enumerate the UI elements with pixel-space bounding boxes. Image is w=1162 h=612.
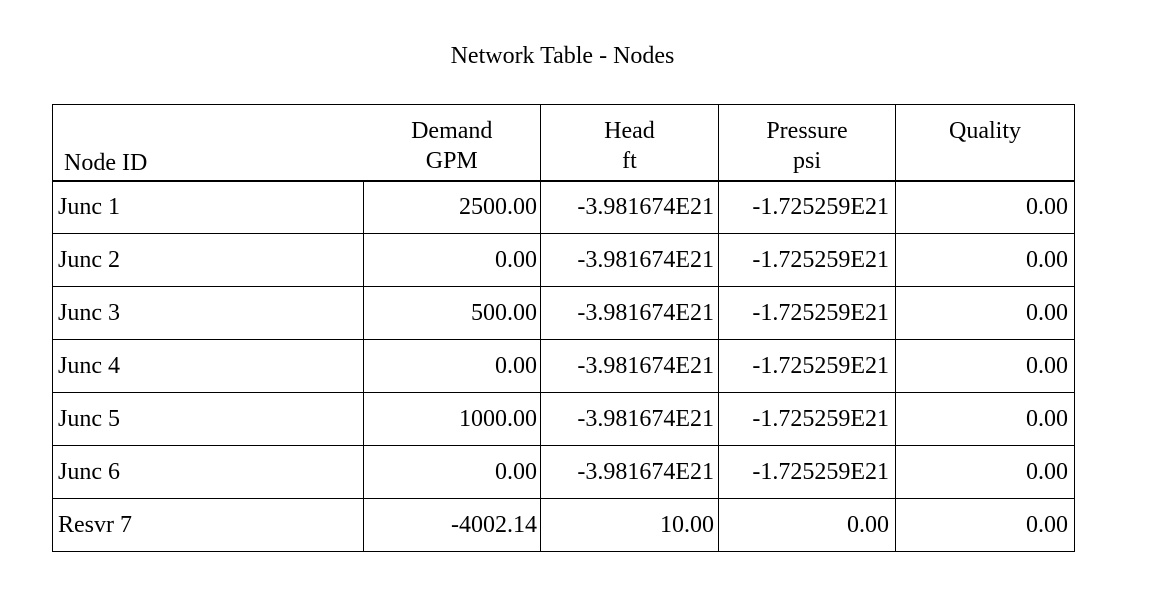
quality-cell: 0.00	[895, 392, 1075, 446]
table-row: Junc 2 0.00 -3.981674E21 -1.725259E21 0.…	[52, 233, 1075, 287]
head-cell: -3.981674E21	[540, 286, 719, 340]
pressure-cell: -1.725259E21	[718, 233, 896, 287]
head-cell: -3.981674E21	[540, 445, 719, 499]
column-header-head: Head ft	[540, 104, 719, 182]
table-row: Junc 4 0.00 -3.981674E21 -1.725259E21 0.…	[52, 339, 1075, 393]
column-header-quality: Quality	[895, 104, 1075, 182]
head-cell: 10.00	[540, 498, 719, 552]
column-header-label: Node ID	[64, 149, 148, 176]
pressure-cell: -1.725259E21	[718, 180, 896, 234]
demand-cell: 0.00	[363, 339, 541, 393]
head-cell: -3.981674E21	[540, 339, 719, 393]
pressure-cell: -1.725259E21	[718, 392, 896, 446]
demand-cell: 500.00	[363, 286, 541, 340]
node-id-cell: Junc 2	[52, 233, 364, 287]
quality-cell: 0.00	[895, 180, 1075, 234]
table-row: Junc 5 1000.00 -3.981674E21 -1.725259E21…	[52, 392, 1075, 446]
pressure-cell: -1.725259E21	[718, 339, 896, 393]
column-header-pressure: Pressure psi	[718, 104, 896, 182]
demand-cell: 0.00	[363, 445, 541, 499]
table-row: Junc 1 2500.00 -3.981674E21 -1.725259E21…	[52, 180, 1075, 234]
demand-cell: -4002.14	[363, 498, 541, 552]
pressure-cell: -1.725259E21	[718, 445, 896, 499]
head-cell: -3.981674E21	[540, 233, 719, 287]
table-row: Junc 6 0.00 -3.981674E21 -1.725259E21 0.…	[52, 445, 1075, 499]
column-header-unit: ft	[622, 148, 637, 174]
demand-cell: 2500.00	[363, 180, 541, 234]
node-id-cell: Resvr 7	[52, 498, 364, 552]
quality-cell: 0.00	[895, 233, 1075, 287]
table-row: Resvr 7 -4002.14 10.00 0.00 0.00	[52, 498, 1075, 552]
column-header-unit: GPM	[425, 148, 478, 174]
column-header-label: Quality	[949, 118, 1021, 144]
node-id-cell: Junc 4	[52, 339, 364, 393]
table-header-row: Node ID Demand GPM Head ft Pressure psi …	[52, 104, 1075, 182]
quality-cell: 0.00	[895, 445, 1075, 499]
column-header-node-id: Node ID	[52, 104, 364, 182]
demand-cell: 0.00	[363, 233, 541, 287]
pressure-cell: 0.00	[718, 498, 896, 552]
column-header-unit: psi	[792, 148, 821, 174]
column-header-demand: Demand GPM	[363, 104, 541, 182]
node-id-cell: Junc 3	[52, 286, 364, 340]
column-header-label: Pressure	[766, 118, 848, 144]
report-title: Network Table - Nodes	[450, 43, 675, 69]
head-cell: -3.981674E21	[540, 180, 719, 234]
column-header-label: Head	[604, 118, 655, 144]
node-id-cell: Junc 6	[52, 445, 364, 499]
pressure-cell: -1.725259E21	[718, 286, 896, 340]
head-cell: -3.981674E21	[540, 392, 719, 446]
column-header-label: Demand	[411, 118, 493, 144]
node-id-cell: Junc 1	[52, 180, 364, 234]
table-row: Junc 3 500.00 -3.981674E21 -1.725259E21 …	[52, 286, 1075, 340]
demand-cell: 1000.00	[363, 392, 541, 446]
nodes-table: Node ID Demand GPM Head ft Pressure psi …	[52, 104, 1075, 552]
quality-cell: 0.00	[895, 286, 1075, 340]
quality-cell: 0.00	[895, 339, 1075, 393]
node-id-cell: Junc 5	[52, 392, 364, 446]
quality-cell: 0.00	[895, 498, 1075, 552]
